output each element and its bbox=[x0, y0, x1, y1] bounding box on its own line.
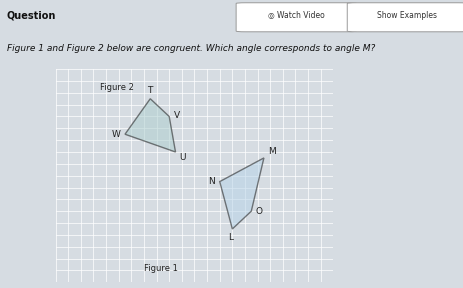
Polygon shape bbox=[220, 158, 264, 229]
Text: Show Examples: Show Examples bbox=[377, 11, 438, 20]
Text: Figure 1 and Figure 2 below are congruent. Which angle corresponds to angle M?: Figure 1 and Figure 2 below are congruen… bbox=[7, 44, 375, 53]
Text: U: U bbox=[179, 153, 186, 162]
Text: W: W bbox=[112, 130, 120, 139]
Text: Figure 2: Figure 2 bbox=[100, 83, 134, 92]
Text: ◎ Watch Video: ◎ Watch Video bbox=[268, 11, 325, 20]
Text: Question: Question bbox=[7, 11, 56, 20]
Text: N: N bbox=[208, 177, 215, 186]
Text: Figure 1: Figure 1 bbox=[144, 264, 178, 273]
Text: M: M bbox=[269, 147, 276, 156]
FancyBboxPatch shape bbox=[236, 3, 357, 32]
Polygon shape bbox=[125, 99, 175, 152]
FancyBboxPatch shape bbox=[347, 3, 463, 32]
Text: O: O bbox=[256, 207, 263, 216]
Text: V: V bbox=[174, 111, 180, 120]
Text: T: T bbox=[148, 86, 153, 95]
Text: L: L bbox=[229, 233, 233, 242]
